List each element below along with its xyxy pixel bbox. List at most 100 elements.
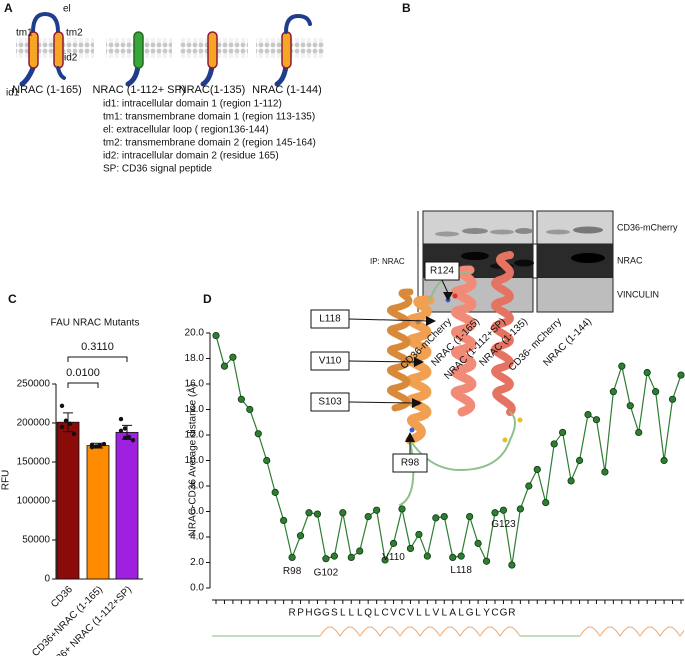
x-tick-label: L — [357, 608, 363, 619]
point-label: G102 — [314, 567, 339, 578]
data-point — [449, 553, 457, 562]
structure-label: L118 — [319, 314, 341, 325]
data-point — [288, 553, 296, 562]
data-point — [254, 430, 262, 438]
bar — [115, 431, 139, 580]
data-point — [305, 509, 313, 517]
x-tick-label: C — [381, 608, 388, 619]
y-tick-label: 18.0 — [185, 353, 205, 364]
x-tick-label: L — [458, 608, 464, 619]
topology-label: id2 — [64, 53, 78, 64]
x-tick-label: Y — [483, 608, 490, 619]
y-tick-label: 8.0 — [190, 481, 204, 492]
x-tick-label: R — [288, 608, 295, 619]
topology-label: id1 — [6, 88, 20, 99]
structure-label: S103 — [318, 397, 342, 408]
data-point — [415, 530, 423, 539]
data-point — [643, 368, 651, 377]
x-tick-label: G — [466, 608, 474, 619]
data-point — [516, 505, 524, 513]
point-label: R98 — [283, 566, 302, 577]
construct-label: NRAC (1-112+ SP) — [92, 84, 185, 96]
data-point — [97, 443, 103, 448]
data-point — [71, 431, 77, 437]
x-tick-label: G — [322, 608, 330, 619]
y-axis-label: NRAC-CD36 Average distance (Å) — [186, 384, 199, 537]
data-point — [652, 388, 660, 396]
chart-title: FAU NRAC Mutants — [51, 318, 140, 329]
data-point — [466, 512, 474, 521]
data-point — [398, 505, 406, 513]
x-tick-label: V — [432, 608, 439, 619]
data-point — [373, 506, 381, 514]
y-tick-label: 4.0 — [190, 532, 204, 543]
data-point — [263, 456, 271, 465]
data-point — [89, 444, 95, 450]
y-tick-label: 50000 — [22, 535, 50, 546]
legend-line: SP: CD36 signal peptide — [103, 164, 212, 175]
data-point — [339, 509, 347, 517]
data-point — [280, 516, 288, 525]
x-tick-label: V — [407, 608, 414, 619]
x-tick-label: L — [374, 608, 380, 619]
x-tick-label: L — [425, 608, 431, 619]
data-point — [220, 362, 229, 370]
distance-line — [215, 335, 682, 566]
data-point — [118, 428, 124, 433]
data-point — [126, 434, 132, 440]
legend-line: tm1: transmembrane domain 1 (region 113-… — [103, 112, 315, 123]
data-point — [296, 532, 305, 540]
significance-label: 0.0100 — [66, 367, 100, 379]
topology-diagrams — [16, 11, 324, 87]
data-point — [499, 506, 508, 514]
x-tick-label: H — [305, 608, 312, 619]
data-point — [584, 410, 592, 419]
data-point — [93, 444, 99, 449]
data-point — [406, 544, 415, 553]
structure-label: R98 — [401, 458, 420, 469]
data-point — [389, 539, 398, 547]
x-tick-label: R — [508, 608, 515, 619]
data-point — [635, 428, 643, 437]
panel-label: C — [8, 292, 17, 306]
data-point — [618, 362, 626, 370]
y-tick-label: 2.0 — [190, 557, 204, 568]
data-point — [508, 561, 516, 569]
data-point — [609, 388, 617, 396]
structure-label: V110 — [319, 356, 342, 367]
data-point — [575, 456, 584, 465]
bar — [56, 421, 80, 580]
data-point — [246, 405, 254, 414]
data-point — [271, 488, 279, 496]
x-tick-label: L — [348, 608, 354, 619]
data-point — [356, 547, 364, 555]
data-point — [626, 402, 634, 410]
protein-structure — [387, 251, 523, 506]
y-tick-label: 12.0 — [185, 430, 205, 441]
x-tick-label: G — [314, 608, 322, 619]
data-point — [474, 539, 482, 547]
data-point — [491, 509, 499, 517]
data-point — [63, 418, 69, 423]
x-tick-label: CD36 — [49, 584, 75, 610]
x-tick-label: A — [449, 608, 456, 619]
data-point — [601, 468, 609, 476]
blot-row-label: VINCULIN — [617, 289, 659, 299]
y-tick-label: 200000 — [17, 418, 51, 429]
data-point — [130, 437, 136, 443]
data-point — [381, 556, 389, 564]
data-point — [313, 510, 322, 518]
secondary-structure — [212, 626, 685, 637]
blot-row-label: CD36-mCherry — [617, 222, 678, 232]
data-point — [59, 403, 65, 409]
data-point — [347, 553, 355, 562]
data-point — [330, 552, 338, 560]
point-label: L118 — [450, 565, 472, 576]
x-tick-label: S — [331, 608, 338, 619]
topology-label: el — [63, 4, 71, 15]
y-tick-label: 0 — [44, 574, 50, 585]
data-point — [440, 512, 448, 521]
data-point — [550, 440, 558, 448]
y-tick-label: 100000 — [17, 496, 51, 507]
y-tick-label: 250000 — [17, 379, 51, 390]
